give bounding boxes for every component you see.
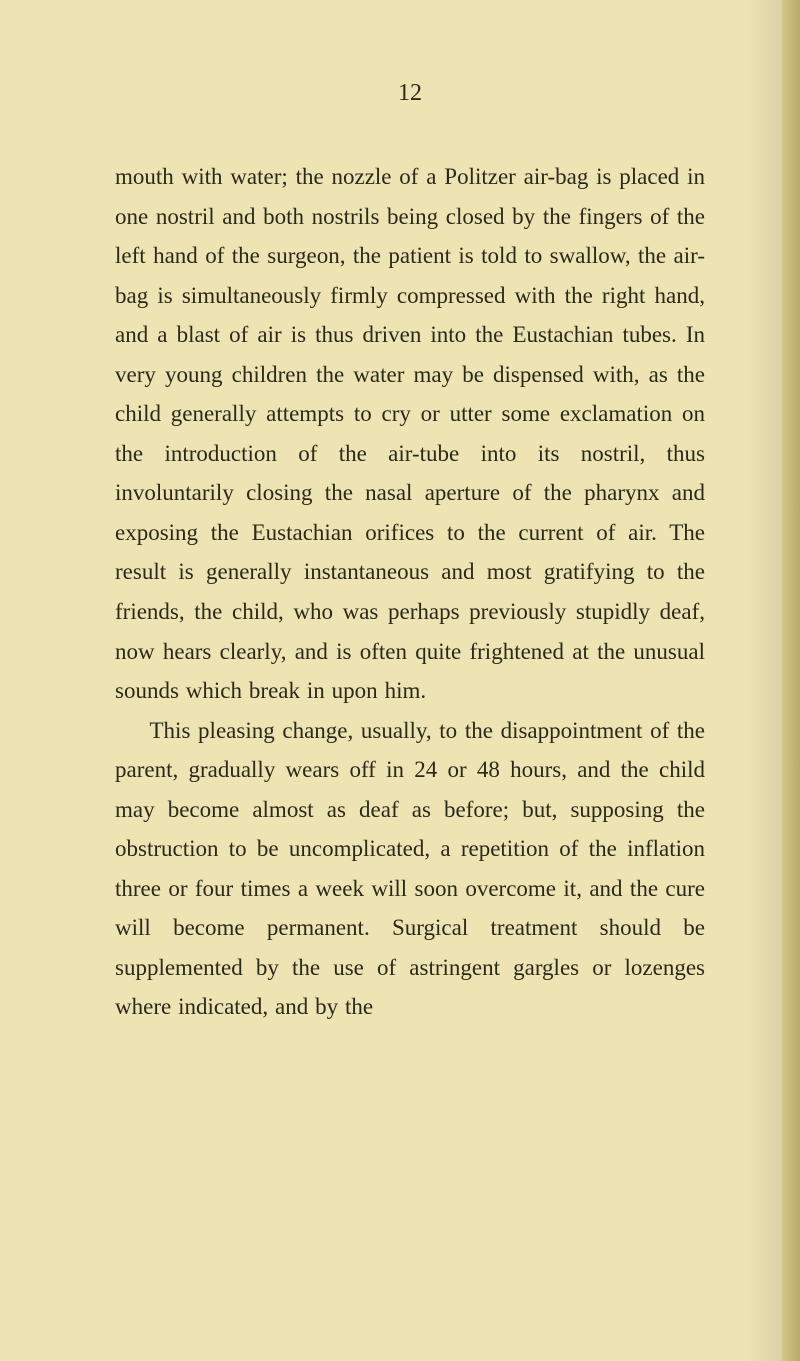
paragraph-1: mouth with water; the nozzle of a Politz… <box>115 157 705 711</box>
body-text-container: mouth with water; the nozzle of a Politz… <box>115 157 705 1027</box>
page-shadow <box>747 0 782 1361</box>
page-number: 12 <box>115 80 705 107</box>
document-page: 12 mouth with water; the nozzle of a Pol… <box>0 0 800 1361</box>
page-edge <box>782 0 800 1361</box>
paragraph-2: This pleasing change, usually, to the di… <box>115 711 705 1027</box>
